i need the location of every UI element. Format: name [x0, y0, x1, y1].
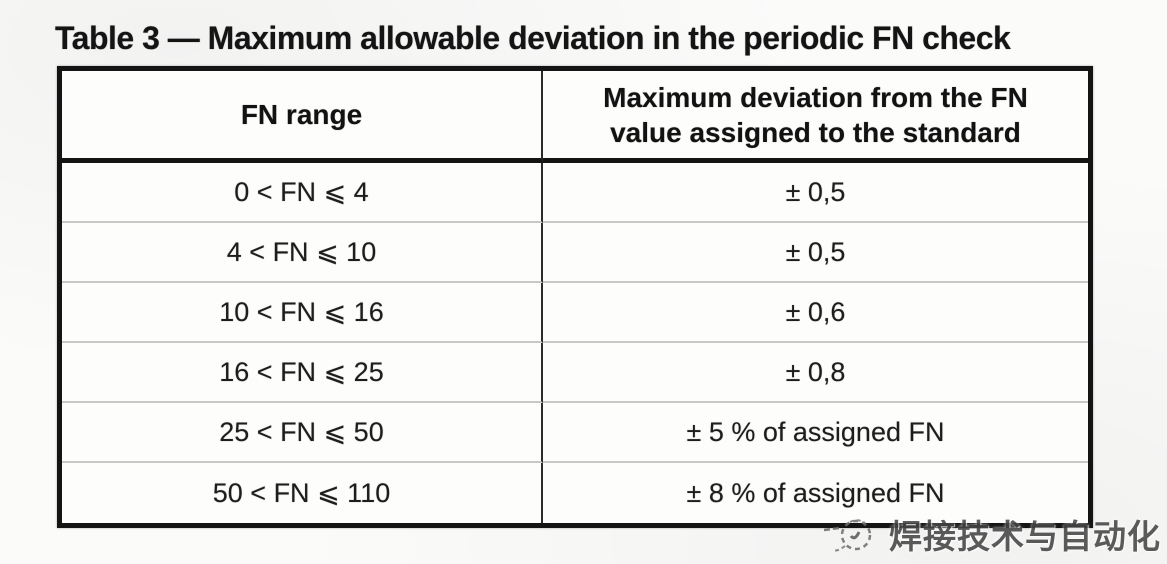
fn-range-value: 50 < FN ⩽ 110 [212, 477, 391, 508]
table-row-deviation: ± 0,5 [543, 163, 1088, 223]
table-title: Table 3 — Maximum allowable deviation in… [55, 20, 1011, 56]
table-row-deviation: ± 8 % of assigned FN [543, 463, 1088, 523]
fn-range-value: 16 < FN ⩽ 25 [219, 356, 384, 387]
header-fn-range: FN range [62, 71, 543, 163]
fn-range-value: 25 < FN ⩽ 50 [219, 416, 384, 447]
table-row-range: 25 < FN ⩽ 50 [62, 403, 543, 463]
table-row-range: 4 < FN ⩽ 10 [62, 223, 543, 283]
watermark-logo-icon [823, 519, 872, 552]
table-row-range: 50 < FN ⩽ 110 [62, 463, 543, 523]
fn-range-value: 10 < FN ⩽ 16 [219, 296, 384, 327]
table-row-range: 10 < FN ⩽ 16 [62, 283, 543, 343]
table-row-deviation: ± 0,6 [543, 283, 1088, 343]
deviation-value: ± 0,6 [785, 296, 846, 327]
deviation-value: ± 0,8 [785, 356, 846, 387]
fn-deviation-table: FN range Maximum deviation from the FN v… [57, 66, 1093, 528]
deviation-value: ± 5 % of assigned FN [686, 416, 945, 447]
header-max-deviation: Maximum deviation from the FN value assi… [543, 71, 1088, 163]
fn-range-value: 4 < FN ⩽ 10 [226, 236, 377, 267]
fn-range-value: 0 < FN ⩽ 4 [234, 176, 369, 207]
table-row-range: 0 < FN ⩽ 4 [62, 163, 543, 223]
table-row-deviation: ± 0,5 [543, 223, 1088, 283]
table-row-deviation: ± 5 % of assigned FN [543, 403, 1088, 463]
header-max-deviation-label: Maximum deviation from the FN value assi… [603, 81, 1028, 148]
table-row-deviation: ± 0,8 [543, 343, 1088, 403]
deviation-value: ± 0,5 [785, 176, 846, 207]
watermark-text: 焊接技术与自动化 [889, 518, 1161, 555]
header-fn-range-label: FN range [240, 99, 363, 130]
watermark: 焊接技术与自动化 [823, 508, 1161, 560]
deviation-value: ± 8 % of assigned FN [686, 477, 945, 508]
deviation-value: ± 0,5 [785, 236, 846, 267]
table-row-range: 16 < FN ⩽ 25 [62, 343, 543, 403]
